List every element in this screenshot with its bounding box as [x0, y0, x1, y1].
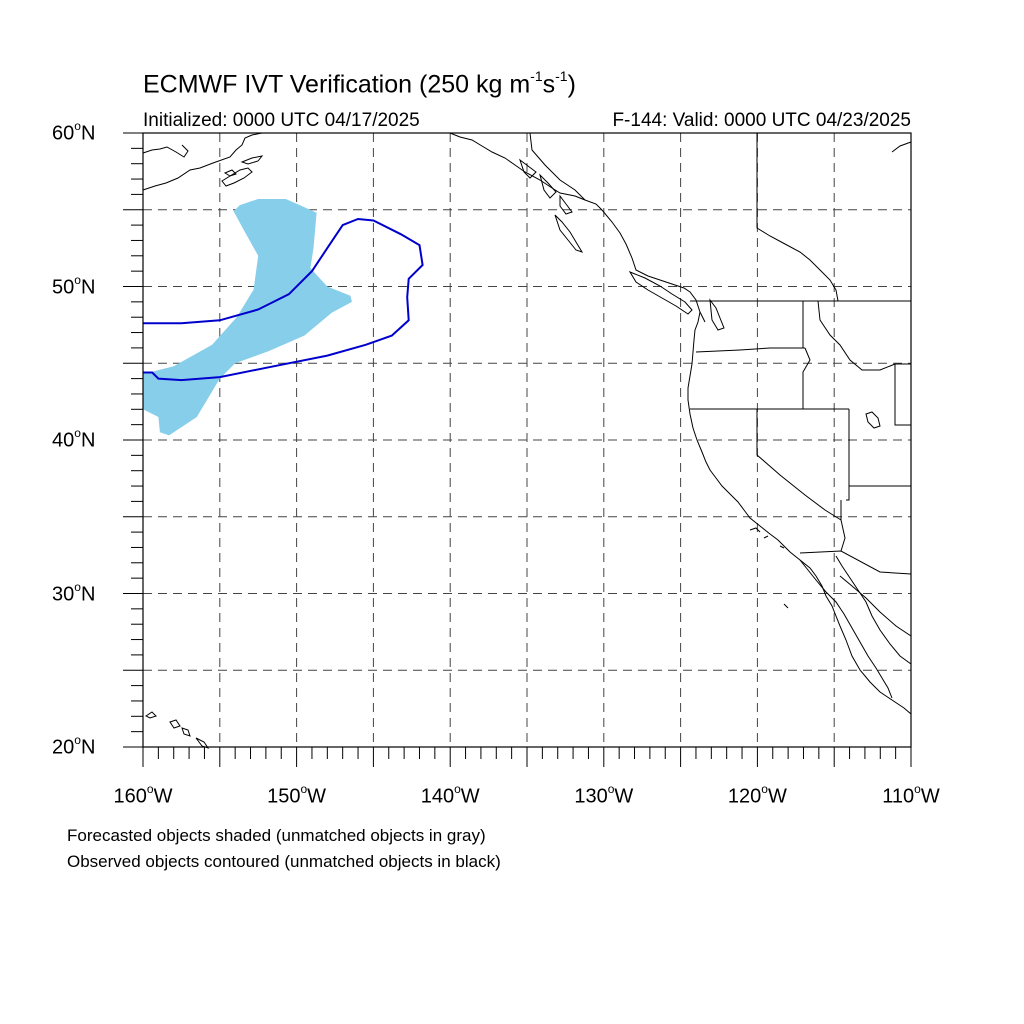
- baja-california: [799, 559, 893, 699]
- puget-sound: [709, 298, 725, 331]
- valid-time: F-144: Valid: 0000 UTC 04/23/2025: [612, 110, 911, 131]
- latitude-label: 40oN: [52, 426, 96, 452]
- canada-coast-ne: [891, 141, 912, 153]
- alexander-archipelago: [519, 158, 573, 215]
- latitude-label: 20oN: [52, 733, 96, 759]
- longitude-label: 120oW: [727, 782, 787, 808]
- great-salt-lake: [865, 411, 881, 429]
- initialized-time: Initialized: 0000 UTC 04/17/2025: [143, 110, 420, 131]
- gulf-coast: [449, 132, 706, 323]
- coastlines: [142, 132, 912, 749]
- us-mexico-border: [799, 550, 912, 575]
- nv-ut-border: [846, 409, 850, 501]
- observed-note: Observed objects contoured (unmatched ob…: [67, 852, 501, 871]
- axis-ticks: [123, 132, 912, 767]
- vancouver-island: [628, 270, 693, 315]
- map-frame: [142, 132, 912, 748]
- az-ca-border: [840, 500, 846, 552]
- chart-title: ECMWF IVT Verification (250 kg m-1s-1): [143, 68, 576, 99]
- mexico-coast: [839, 575, 912, 637]
- alaska-canada-border: [529, 132, 586, 201]
- political-boundaries: [529, 132, 912, 575]
- longitude-label: 110oW: [882, 782, 940, 808]
- haida-gwaii: [554, 214, 584, 253]
- longitude-label: 160oW: [113, 782, 173, 808]
- forecast-note: Forecasted objects shaded (unmatched obj…: [67, 826, 486, 845]
- observed-object-contour: [143, 217, 424, 382]
- wy-border: [894, 363, 912, 426]
- kodiak-island: [221, 167, 253, 187]
- latitude-label: 30oN: [52, 579, 96, 606]
- bc-alberta-border: [756, 133, 839, 302]
- alaska-islands: [223, 155, 264, 177]
- or-id-border: [802, 347, 811, 409]
- wa-or-border: [695, 347, 805, 353]
- latitude-label: 60oN: [52, 119, 96, 145]
- longitude-label: 130oW: [574, 782, 634, 808]
- ca-nv-border: [756, 409, 842, 521]
- longitude-label: 150oW: [267, 782, 327, 808]
- longitude-label: 140oW: [420, 782, 480, 808]
- id-mt-border: [817, 300, 896, 371]
- latitude-label: 50oN: [52, 272, 96, 299]
- us-west-coast: [687, 311, 912, 715]
- alaska-coast: [142, 132, 263, 191]
- hawaii-islands: [145, 711, 210, 749]
- forecast-object-shaded: [143, 199, 352, 436]
- gulf-of-california: [835, 555, 912, 665]
- channel-islands: [749, 527, 789, 609]
